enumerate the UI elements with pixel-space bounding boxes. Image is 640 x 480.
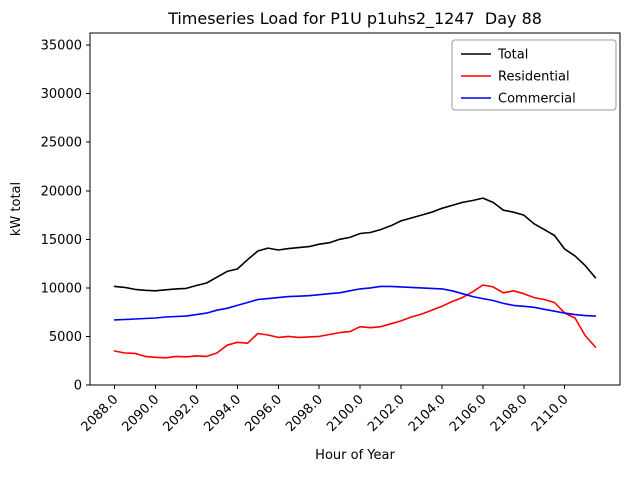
x-tick-label: 2090.0 (120, 392, 163, 435)
series-line-commercial (113, 285, 597, 321)
legend-label-residential: Residential (498, 70, 570, 85)
x-tick-label: 2092.0 (160, 392, 203, 435)
x-tick-label: 2106.0 (447, 392, 490, 435)
y-tick-label: 15000 (41, 233, 82, 248)
x-tick-label: 2104.0 (406, 392, 449, 435)
y-tick-label: 35000 (41, 39, 82, 54)
x-tick-label: 2094.0 (201, 392, 244, 435)
y-tick-label: 25000 (41, 136, 82, 151)
y-tick-label: 30000 (41, 87, 82, 102)
legend-box (451, 39, 617, 111)
y-tick-label: 5000 (49, 330, 82, 345)
x-tick-label: 2108.0 (488, 392, 531, 435)
y-axis-label: kW total (9, 182, 24, 236)
y-tick-label: 10000 (41, 281, 82, 296)
legend-label-total: Total (497, 48, 528, 63)
plot-border (89, 32, 621, 386)
x-tick-label: 2102.0 (365, 392, 408, 435)
y-tick-label: 0 (74, 379, 82, 394)
x-tick-label: 2110.0 (529, 392, 572, 435)
x-tick-label: 2098.0 (283, 392, 326, 435)
legend-label-commercial: Commercial (498, 92, 576, 107)
x-tick-label: 2088.0 (79, 392, 122, 435)
x-tick-label: 2100.0 (324, 392, 367, 435)
series-line-residential (113, 284, 597, 359)
x-tick-label: 2096.0 (242, 392, 285, 435)
x-axis-label: Hour of Year (315, 448, 395, 463)
chart-title: Timeseries Load for P1U p1uhs2_1247 Day … (167, 9, 542, 29)
series-line-total (113, 197, 597, 292)
y-tick-label: 20000 (41, 184, 82, 199)
